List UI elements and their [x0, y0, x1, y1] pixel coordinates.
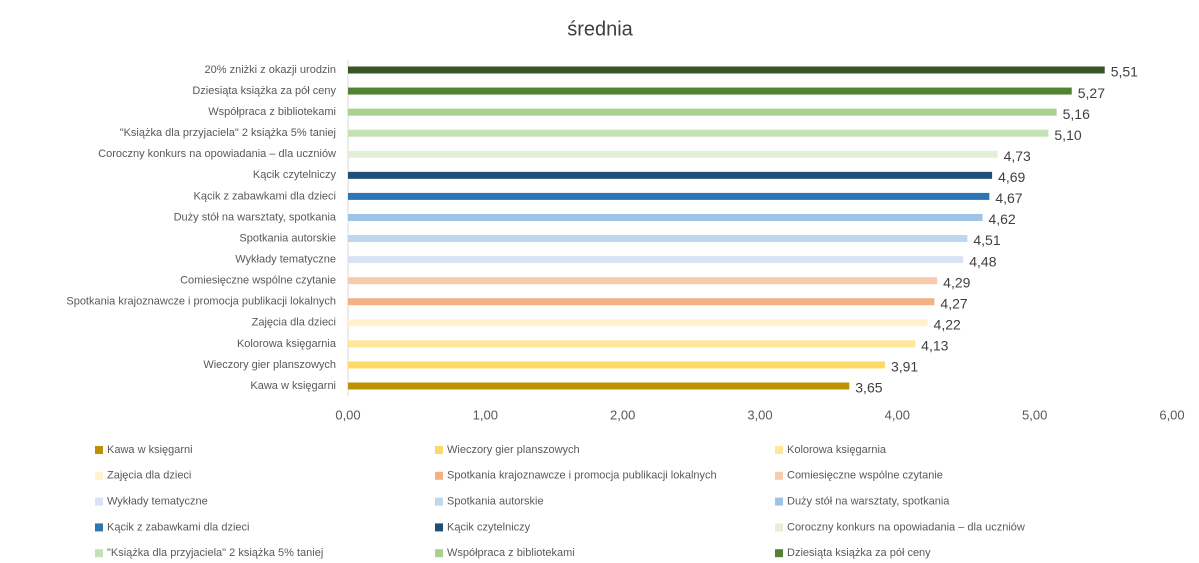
bar [348, 361, 885, 369]
y-tick-label: Dziesiąta książka za pół ceny [192, 85, 336, 97]
y-tick-label: Zajęcia dla dzieci [252, 317, 336, 329]
bar [348, 213, 983, 221]
legend-label: Duży stół na warsztaty, spotkania [787, 496, 950, 508]
data-label: 4,48 [969, 253, 996, 269]
legend-swatch [435, 549, 443, 558]
bar [348, 319, 928, 327]
data-label: 5,16 [1063, 106, 1090, 122]
data-label: 3,91 [891, 359, 918, 375]
y-tick-label: Coroczny konkurs na opowiadania – dla uc… [98, 148, 336, 160]
legend-label: Kawa w księgarni [107, 444, 193, 456]
data-label: 3,65 [855, 380, 882, 396]
legend-swatch [775, 446, 783, 454]
legend-swatch [775, 471, 783, 480]
data-label: 5,10 [1054, 127, 1081, 143]
y-tick-label: Spotkania autorskie [239, 232, 336, 244]
legend-label: Coroczny konkurs na opowiadania – dla uc… [787, 521, 1025, 533]
legend-swatch [435, 497, 443, 506]
data-label: 4,69 [998, 169, 1025, 185]
x-tick-label: 2,00 [610, 407, 635, 422]
bar [348, 108, 1057, 116]
y-tick-label: Duży stół na warsztaty, spotkania [174, 211, 337, 223]
bar [348, 340, 916, 348]
legend-swatch [95, 549, 103, 558]
data-label: 4,13 [921, 338, 948, 354]
bar [348, 192, 990, 200]
x-tick-label: 3,00 [747, 407, 772, 422]
y-tick-label: Spotkania krajoznawcze i promocja publik… [66, 296, 336, 308]
bar [348, 298, 935, 306]
bar [348, 150, 998, 158]
y-tick-label: Kącik z zabawkami dla dzieci [194, 190, 336, 202]
legend-swatch [95, 446, 103, 454]
legend-label: "Książka dla przyjaciela" 2 książka 5% t… [107, 547, 323, 559]
data-label: 4,51 [973, 232, 1000, 248]
legend-label: Spotkania autorskie [447, 496, 544, 508]
data-label: 4,22 [934, 317, 961, 333]
legend-swatch [95, 497, 103, 506]
bar [348, 129, 1049, 137]
y-tick-label: Kolorowa księgarnia [237, 338, 337, 350]
legend-swatch [435, 523, 443, 532]
x-tick-label: 4,00 [885, 407, 910, 422]
legend-label: Zajęcia dla dzieci [107, 470, 191, 482]
data-label: 5,27 [1078, 85, 1105, 101]
legend-swatch [435, 471, 443, 480]
legend-swatch [775, 497, 783, 506]
bar [348, 66, 1105, 74]
data-label: 4,62 [988, 211, 1015, 227]
x-tick-label: 6,00 [1159, 407, 1184, 422]
legend-label: Kącik czytelniczy [447, 521, 531, 533]
legend-swatch [435, 446, 443, 454]
bar [348, 256, 964, 264]
x-tick-label: 5,00 [1022, 407, 1047, 422]
bar [348, 87, 1072, 95]
data-label: 4,67 [995, 190, 1022, 206]
y-tick-label: Wykłady tematyczne [235, 254, 336, 266]
y-tick-label: Comiesięczne wspólne czytanie [180, 275, 336, 287]
chart-title: średnia [567, 18, 633, 40]
legend-label: Dziesiąta książka za pół ceny [787, 547, 931, 559]
data-label: 5,51 [1111, 64, 1138, 80]
legend-label: Kącik z zabawkami dla dzieci [107, 521, 249, 533]
bar [348, 235, 968, 243]
y-tick-label: Kawa w księgarni [250, 380, 336, 392]
legend-swatch [775, 523, 783, 532]
bar [348, 171, 993, 179]
legend-swatch [95, 523, 103, 532]
data-label: 4,29 [943, 274, 970, 290]
legend-label: Kolorowa księgarnia [787, 444, 887, 456]
x-tick-label: 0,00 [335, 407, 360, 422]
bar [348, 277, 938, 285]
y-tick-label: Wieczory gier planszowych [203, 359, 336, 371]
y-tick-label: "Książka dla przyjaciela" 2 książka 5% t… [120, 127, 336, 139]
y-tick-label: 20% zniżki z okazji urodzin [205, 64, 336, 76]
legend-label: Wykłady tematyczne [107, 496, 208, 508]
legend-label: Spotkania krajoznawcze i promocja publik… [447, 470, 717, 482]
data-label: 4,27 [940, 295, 967, 311]
bar [348, 382, 850, 390]
legend-label: Współpraca z bibliotekami [447, 547, 575, 559]
legend-swatch [95, 471, 103, 480]
legend-swatch [775, 549, 783, 558]
data-label: 4,73 [1004, 148, 1031, 164]
y-tick-label: Współpraca z bibliotekami [208, 106, 336, 118]
legend-label: Wieczory gier planszowych [447, 444, 580, 456]
y-tick-label: Kącik czytelniczy [253, 169, 337, 181]
x-tick-label: 1,00 [473, 407, 498, 422]
legend-label: Comiesięczne wspólne czytanie [787, 470, 943, 482]
